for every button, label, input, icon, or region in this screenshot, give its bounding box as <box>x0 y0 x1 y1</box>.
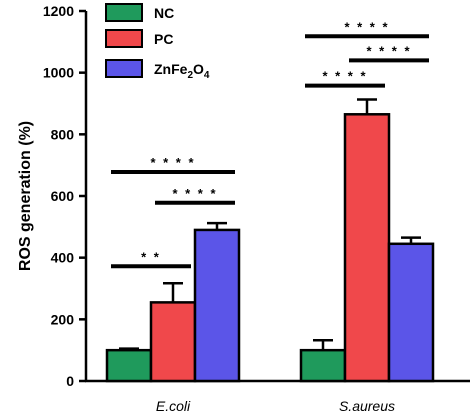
bar-znfe2o4-0 <box>193 228 241 383</box>
y-axis-label: ROS generation (%) <box>17 121 34 271</box>
bar-nc-1 <box>299 348 347 383</box>
bar-pc-0 <box>149 301 197 383</box>
legend-swatch-pc <box>105 29 143 48</box>
significance-label: * * * * <box>344 19 389 34</box>
bar-pc-1 <box>343 113 391 383</box>
bar-nc-0 <box>105 348 153 383</box>
x-category-label: S.aureus <box>339 398 395 414</box>
legend-label-nc: NC <box>154 5 174 21</box>
bar-znfe2o4-1 <box>387 242 435 383</box>
significance-label: * * <box>141 249 161 264</box>
significance-label: * * * * <box>172 186 217 201</box>
significance-label: * * * * <box>150 155 195 170</box>
legend-label-znfe2o4: ZnFe2O4 <box>154 61 210 81</box>
legend-swatch-nc <box>105 3 143 22</box>
y-tick-label: 800 <box>51 126 75 142</box>
significance-label: * * * * <box>322 69 367 84</box>
y-tick-label: 600 <box>51 188 75 204</box>
y-tick-label: 0 <box>66 373 74 389</box>
plot-area: 0 200 400 600 800 1000 1200 ROS generation (%) E… <box>17 3 470 414</box>
y-tick-label: 1000 <box>43 65 74 81</box>
significance-label: * * * * <box>366 43 411 58</box>
x-category-label: E.coli <box>156 398 191 414</box>
legend-label-pc: PC <box>154 31 173 47</box>
y-tick-label: 400 <box>51 250 75 266</box>
y-tick-label: 200 <box>51 311 75 327</box>
legend-swatch-znfe2o4 <box>105 59 143 78</box>
y-tick-label: 1200 <box>43 3 74 19</box>
